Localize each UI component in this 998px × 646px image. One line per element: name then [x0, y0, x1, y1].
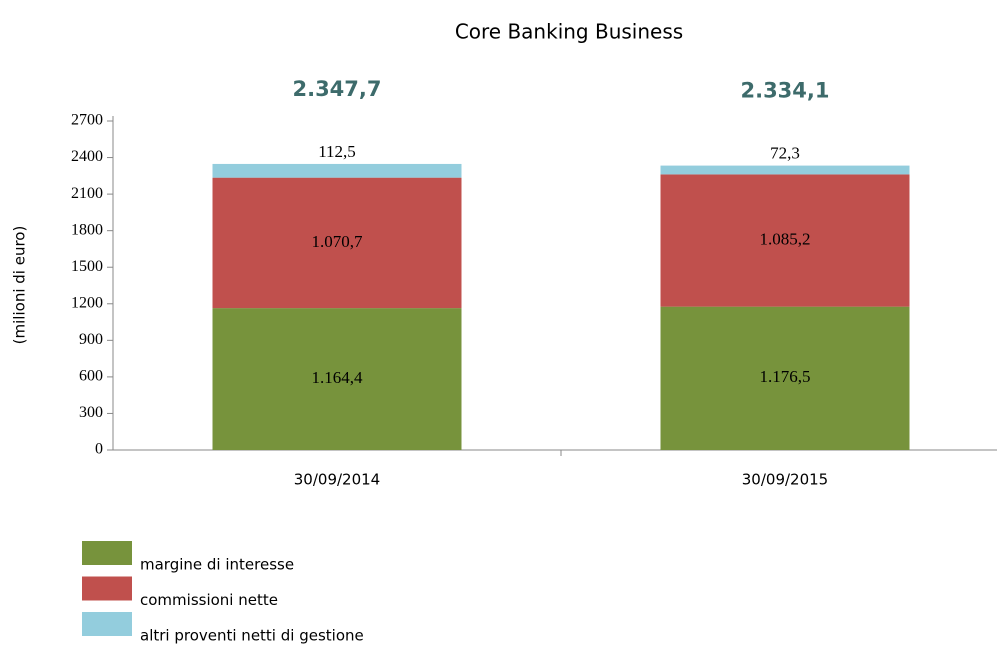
legend-label: commissioni nette: [140, 591, 278, 609]
y-tick-label: 1200: [71, 294, 103, 311]
total-label: 2.334,1: [740, 79, 829, 103]
x-tick-label: 30/09/2014: [294, 471, 380, 489]
y-tick-label: 300: [79, 404, 103, 421]
legend-swatch: [82, 541, 132, 565]
x-tick-label: 30/09/2015: [742, 471, 828, 489]
value-label: 72,3: [770, 144, 800, 163]
y-tick-label: 1500: [71, 258, 103, 275]
total-label: 2.347,7: [292, 77, 381, 101]
value-label: 1.070,7: [312, 232, 364, 251]
bar-segment: [212, 163, 462, 178]
y-tick-label: 0: [95, 441, 103, 458]
value-label: 1.085,2: [760, 229, 811, 248]
bar-segment: [660, 174, 910, 307]
y-axis-label: (milioni di euro): [11, 226, 29, 345]
bar-segment: [212, 177, 462, 309]
y-tick-label: 900: [79, 331, 103, 348]
legend-label: margine di interesse: [140, 556, 294, 574]
bar-segment: [660, 306, 910, 450]
value-label: 112,5: [318, 142, 356, 161]
y-tick-label: 600: [79, 368, 103, 385]
legend-swatch: [82, 576, 132, 601]
chart-title: Core Banking Business: [455, 20, 683, 44]
legend-label: altri proventi netti di gestione: [140, 627, 364, 645]
bar-segment: [212, 308, 462, 450]
y-tick-label: 2400: [71, 148, 103, 165]
legend-swatch: [82, 612, 132, 636]
y-tick-label: 1800: [71, 221, 103, 238]
y-tick-label: 2100: [71, 185, 103, 202]
bar-segment: [660, 165, 910, 175]
value-label: 1.176,5: [760, 367, 811, 386]
value-label: 1.164,4: [312, 368, 364, 387]
y-tick-label: 2700: [71, 112, 103, 129]
